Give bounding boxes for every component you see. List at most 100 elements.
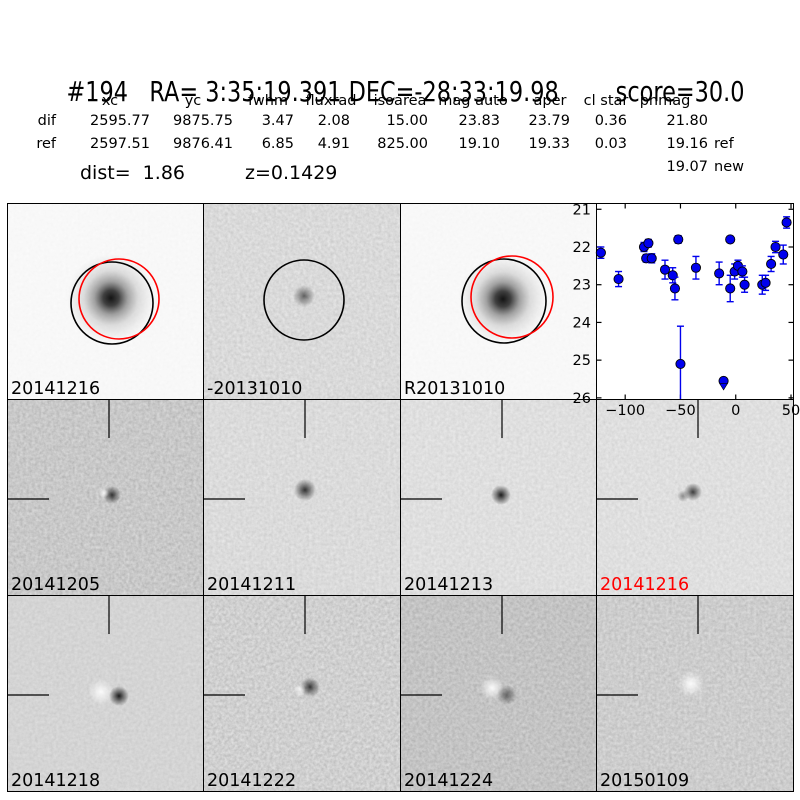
extra-phmag-value: 19.07 [666,159,708,175]
image-stamp-20141216-new: 20141216 [7,203,204,400]
col-header-yc: yc [184,93,202,109]
light-curve-plot-area: −100 −50 0 50 21 22 23 24 25 26 [573,202,800,419]
redshift-value: z=0.1429 [245,162,338,184]
stamp-image: 20141224 [401,596,596,791]
dist-value: dist= 1.86 [80,162,185,184]
data-point [766,255,777,273]
upper-limit-point [718,375,729,391]
image-stamp-20141222: 20141222 [203,595,401,792]
y-tick-label: 26 [573,391,591,407]
data-point [595,246,606,260]
data-point [690,255,701,280]
data-point [725,274,736,303]
image-stamp-R20131010: R20131010 [400,203,597,400]
x-tick-label: −50 [665,403,696,419]
cell-dif-yc: 9875.75 [173,113,233,129]
stamp-image: 20141216 [8,204,203,399]
aperture-circle-black [263,259,345,341]
stamp-date-label: 20141211 [207,575,296,595]
cell-dif-fwhm: 3.47 [261,113,294,129]
stamp-image: 20141205 [8,400,203,595]
y-tick-label: 22 [573,240,591,256]
stamp-date-label: R20131010 [404,379,505,399]
data-point [659,259,671,280]
cell-ref-fluxrad: 4.91 [317,136,350,152]
stamp-date-label: 20141216 [600,575,689,595]
aperture-circle-red [78,258,160,340]
image-stamp-20150109: 20150109 [596,595,794,792]
cell-dif-phmag: 21.80 [666,113,708,129]
candidate-score: score=30.0 [615,75,745,108]
data-point [737,265,748,278]
x-tick-label: 0 [731,403,740,419]
data-point [675,325,686,399]
data-point [725,234,736,245]
title-gap1 [128,75,149,108]
stamp-image: 20141218 [8,596,203,791]
y-tick-label: 21 [573,202,591,218]
cell-dif-cl-star: 0.36 [594,113,627,129]
cell-ref-xc: 2597.51 [90,136,150,152]
cell-ref-yc: 9876.41 [173,136,233,152]
image-stamp-20141211: 20141211 [203,399,401,596]
y-tick-label: 24 [573,315,591,331]
cell-ref-isoarea: 825.00 [377,136,428,152]
row-label-ref: ref [36,136,56,152]
data-point [613,270,624,288]
col-header-aper: aper [533,93,567,109]
aperture-circle-black [70,261,154,345]
cell-dif-fluxrad: 2.08 [317,113,350,129]
figure-title: #194 RA= 3:35:19.391 DEC=-28:33:19.98 sc… [38,42,745,141]
image-stamp-20141216: 20141216 [596,399,794,596]
stamp-date-label: 20141205 [11,575,100,595]
data-point [781,216,792,229]
stamp-image: 20141216 [597,400,793,595]
aperture-circle-black [461,258,547,344]
candidate-coordinates: RA= 3:35:19.391 DEC=-28:33:19.98 [149,75,559,108]
x-tick-label: −100 [605,403,645,419]
image-stamp--20131010: -20131010 [203,203,401,400]
data-point [673,234,684,245]
stamp-image: 20150109 [597,596,793,791]
extra-phmag-suffix: new [714,159,744,175]
stamp-image: 20141213 [401,400,596,595]
stamp-date-label: 20141222 [207,771,296,791]
data-point [643,238,654,249]
col-header-phmag: phmag [639,93,691,109]
stamp-date-label: 20141224 [404,771,493,791]
image-stamp-20141224: 20141224 [400,595,597,792]
stamp-date-label: 20150109 [600,771,689,791]
cell-ref-mag-auto: 19.10 [458,136,500,152]
image-stamp-20141213: 20141213 [400,399,597,596]
y-tick-label: 23 [573,278,591,294]
col-header-mag-auto: mag auto [438,93,508,109]
cell-ref-phmag: 19.16 [666,136,708,152]
stamp-image: -20131010 [204,204,400,399]
col-header-xc: xc [101,93,119,109]
data-point [714,261,725,286]
stamp-date-label: 20141216 [11,379,100,399]
data-point [739,276,750,293]
cell-ref-cl-star: 0.03 [594,136,627,152]
stamp-date-label: 20141213 [404,575,493,595]
stamp-image: R20131010 [401,204,596,399]
stamp-date-label: -20131010 [207,379,302,399]
stamp-date-label: 20141218 [11,771,100,791]
col-header-isoarea: isoarea [373,93,427,109]
data-point [778,244,789,265]
y-tick-label: 25 [573,353,591,369]
data-point [646,253,657,264]
suffix-ref: ref [714,136,734,152]
cell-dif-mag-auto: 23.83 [458,113,500,129]
cell-ref-aper: 19.33 [528,136,570,152]
row-label-dif: dif [37,113,56,129]
candidate-id: #194 [66,75,129,108]
stamp-image: 20141222 [204,596,400,791]
image-stamp-20141218: 20141218 [7,595,204,792]
data-point [760,274,771,292]
col-header-fluxrad: fluxrad [305,93,357,109]
light-curve-chart: −100 −50 0 50 21 22 23 24 25 26 [573,202,800,419]
x-tick-label: 50 [782,403,800,419]
cell-dif-aper: 23.79 [528,113,570,129]
